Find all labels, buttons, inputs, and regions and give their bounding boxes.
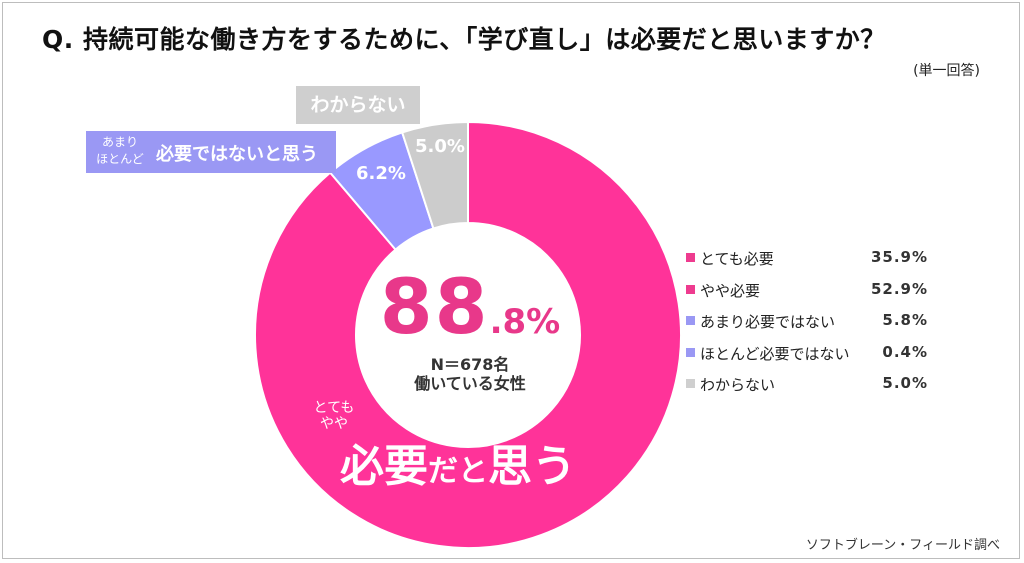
purple-big-label: 必要ではないと思う [156,144,318,165]
pink-big-label-3: 思う [488,441,576,492]
legend-swatch [686,284,695,294]
pink-small-labels: とても やや [304,400,364,432]
center-total-value: 88.8% [350,262,590,351]
purple-slice-value: 6.2% [356,163,406,184]
gray-slice-value: 5.0% [415,136,465,157]
legend-label: あまり必要ではない [700,313,836,331]
legend-swatch [686,316,695,325]
pink-small-label-1: とても [313,400,355,416]
pink-big-label: 必要だと思う [340,430,576,494]
legend-item: とても必要 35.9% [686,248,936,280]
sample-info: N＝678名 働いている女性 [370,355,570,393]
donut-slice [254,120,682,549]
legend-item: ほとんど必要ではない 0.4% [686,343,936,375]
legend-label: わからない [700,376,776,394]
legend-label: とても必要 [700,250,774,268]
sample-size: N＝678名 [430,355,510,374]
answer-type-note: (単一回答) [913,63,980,79]
legend-value: 35.9% [870,248,928,266]
legend-value: 5.8% [882,311,928,329]
pink-big-label-2: だと [428,454,488,489]
legend-item: やや必要 52.9% [686,280,936,312]
pink-big-label-1: 必要 [340,441,428,492]
page-title: Q. 持続可能な働き方をするために、「学び直し」は必要だと思いますか？ [42,25,886,54]
legend-swatch [686,379,695,388]
legend-item: わからない 5.0% [686,374,936,406]
purple-small-label-1: あまり [101,135,138,149]
sample-population: 働いている女性 [414,374,526,393]
source-note: ソフトブレーン・フィールド調べ [805,538,1000,553]
legend-value: 5.0% [882,374,928,392]
legend: とても必要 35.9% やや必要 52.9% あまり必要ではない 5.8% ほと… [686,248,936,406]
purple-small-label-2: ほとんど [96,152,144,166]
purple-callout-box: あまり ほとんど 必要ではないと思う [86,131,336,173]
legend-item: あまり必要ではない 5.8% [686,311,936,343]
legend-swatch [686,347,695,357]
legend-swatch [686,253,695,262]
gray-callout-box: わからない [296,86,420,124]
legend-value: 0.4% [882,342,928,361]
center-value-dec: .8% [489,302,561,342]
donut-slice [400,120,469,230]
purple-small-labels: あまり ほとんど [90,134,150,168]
pink-small-label-2: やや [320,416,348,432]
legend-label: やや必要 [700,281,761,300]
legend-label: ほとんど必要ではない [700,344,850,363]
center-value-int: 88 [379,262,490,351]
legend-value: 52.9% [870,279,928,298]
